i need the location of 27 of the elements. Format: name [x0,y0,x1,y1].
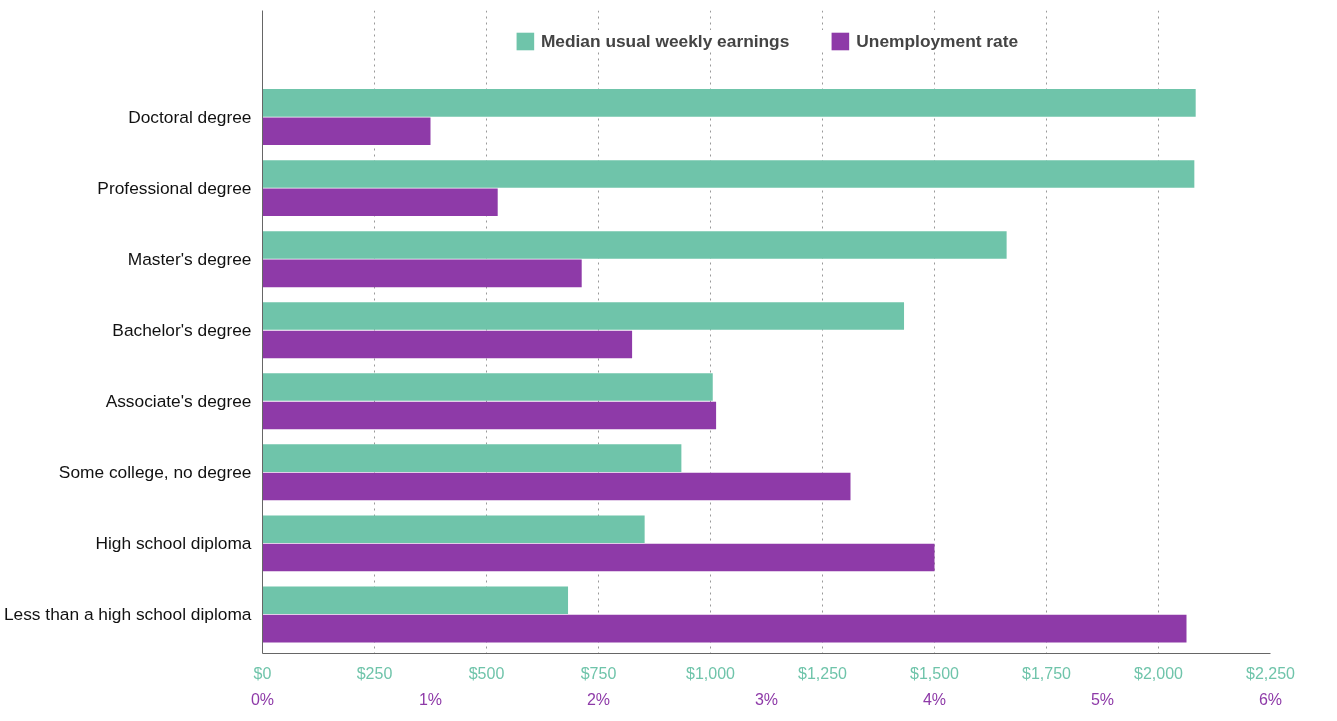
x2-tick-label: 6% [1258,690,1283,708]
y-tick-label: Less than a high school diploma [3,604,252,625]
x-tick-label: $250 [356,664,393,682]
legend-label: Median usual weekly earnings [540,30,790,52]
y-tick-label: High school diploma [95,533,252,554]
x-tick-label: $1,250 [798,664,848,682]
x-tick-label: $2,000 [1134,664,1184,682]
x-tick-label: $1,750 [1022,664,1072,682]
x-tick-label: $0 [253,664,272,682]
x-tick-label: $500 [468,664,505,682]
y-tick-label: Associate's degree [105,391,252,412]
x2-tick-label: 1% [418,690,443,708]
legend-label: Unemployment rate [856,30,1019,52]
x2-tick-label: 2% [586,690,611,708]
y-tick-label: Doctoral degree [128,107,252,128]
x2-tick-label: 5% [1090,690,1115,708]
x-tick-label: $2,250 [1246,664,1296,682]
y-tick-label: Professional degree [97,178,252,199]
y-tick-label: Master's degree [127,249,252,270]
x-tick-label: $750 [580,664,617,682]
x2-tick-label: 0% [250,690,275,708]
x-tick-label: $1,000 [686,664,736,682]
x2-tick-label: 4% [922,690,947,708]
x2-tick-label: 3% [754,690,779,708]
y-tick-label: Some college, no degree [58,462,252,483]
x-tick-label: $1,500 [910,664,960,682]
y-tick-label: Bachelor's degree [112,320,252,341]
